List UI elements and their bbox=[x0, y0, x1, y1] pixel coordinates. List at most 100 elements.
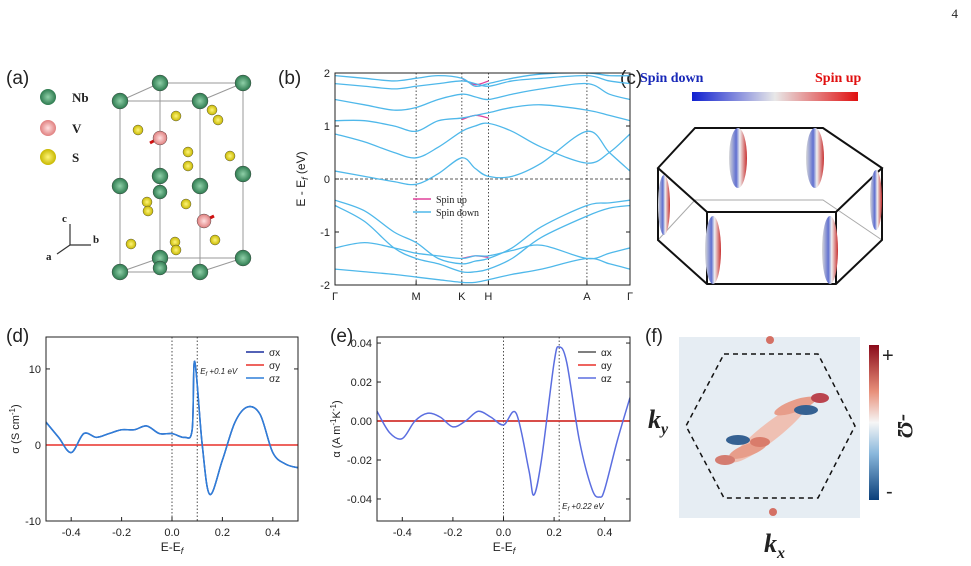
pocket bbox=[806, 128, 824, 188]
label-part: -1 bbox=[329, 403, 338, 411]
hidden-edge bbox=[695, 199, 883, 241]
x-tick-label: Γ bbox=[332, 291, 338, 303]
y-tick-label: 0.04 bbox=[351, 338, 372, 350]
annotation-part: f bbox=[206, 372, 209, 378]
x-tick-label: 0.2 bbox=[546, 527, 561, 539]
atom bbox=[191, 92, 209, 110]
colorbar-label: Spin up bbox=[815, 71, 862, 86]
label-part: f bbox=[513, 546, 517, 556]
page-number: 4 bbox=[952, 6, 959, 21]
label-part: (eV) bbox=[294, 151, 308, 177]
label-part: σ (S cm bbox=[10, 415, 22, 454]
label-part: K bbox=[331, 410, 343, 418]
legend-label: σx bbox=[269, 348, 280, 359]
atom bbox=[111, 263, 129, 281]
atom bbox=[141, 196, 153, 208]
x-tick-label: M bbox=[412, 291, 421, 303]
pocket bbox=[870, 170, 882, 230]
atom bbox=[234, 249, 252, 267]
x-tick-label: K bbox=[458, 291, 466, 303]
legend-label: αz bbox=[601, 374, 612, 385]
series-line bbox=[335, 241, 630, 260]
atom bbox=[212, 114, 224, 126]
heat-region bbox=[715, 455, 735, 465]
series-line bbox=[46, 360, 298, 496]
label-part: E - E bbox=[294, 180, 308, 207]
x-tick-label: -0.2 bbox=[112, 527, 131, 539]
berry-map: + - -Ω kx ky bbox=[648, 336, 918, 562]
y-tick-label: 10 bbox=[29, 364, 41, 376]
y-tick-label: 1 bbox=[324, 121, 330, 133]
x-tick-label: -0.4 bbox=[393, 527, 412, 539]
series-line bbox=[335, 204, 630, 274]
crystal-structure bbox=[119, 82, 244, 273]
plot-frame bbox=[376, 336, 631, 522]
label-part: -1 bbox=[329, 418, 338, 426]
atom bbox=[182, 160, 194, 172]
atom bbox=[224, 150, 236, 162]
series-line bbox=[335, 122, 630, 164]
legend-label: S bbox=[72, 150, 79, 165]
y-tick-label: -0.04 bbox=[347, 494, 372, 506]
label-part: k bbox=[648, 405, 661, 434]
label-part: ) bbox=[10, 404, 22, 408]
heat-region bbox=[794, 405, 818, 415]
x-tick-label: 0.4 bbox=[597, 527, 612, 539]
prism-top bbox=[656, 127, 884, 213]
legend-label: αy bbox=[601, 361, 612, 372]
heat-region bbox=[726, 435, 750, 445]
label-part: E-E bbox=[493, 540, 513, 554]
y-tick-label: 0.00 bbox=[351, 416, 372, 428]
atom bbox=[151, 74, 169, 92]
label-part: α (A m bbox=[331, 426, 343, 458]
atom bbox=[111, 177, 129, 195]
y-tick-label: 0 bbox=[35, 440, 41, 452]
label-part: x bbox=[776, 545, 785, 562]
atom bbox=[234, 165, 252, 183]
x-tick-label: H bbox=[484, 291, 492, 303]
axis-label: a bbox=[46, 251, 52, 263]
annotation-part: +0.1 eV bbox=[207, 367, 238, 376]
atom bbox=[206, 104, 218, 116]
legend-label: Nb bbox=[72, 90, 89, 105]
y-tick-label: 0.02 bbox=[351, 377, 372, 389]
atom bbox=[132, 124, 144, 136]
atoms bbox=[111, 74, 252, 281]
series-line bbox=[335, 73, 630, 88]
panel-label: (a) bbox=[6, 68, 29, 89]
series-line bbox=[335, 199, 630, 265]
plot-frame bbox=[334, 72, 631, 286]
label-part: f bbox=[300, 176, 310, 180]
annotation-part: +0.22 eV bbox=[569, 502, 604, 511]
y-tick-label: -1 bbox=[320, 227, 330, 239]
fermi-surface: Spin down Spin up bbox=[640, 71, 884, 285]
heat-region bbox=[774, 396, 816, 416]
atom bbox=[234, 74, 252, 92]
atom bbox=[152, 260, 168, 276]
y-axis-title: α (A m-1K-1) bbox=[329, 400, 343, 457]
annotation-part: f bbox=[568, 507, 571, 513]
label-part: f bbox=[181, 546, 185, 556]
legend-label: σy bbox=[269, 361, 280, 372]
colorbar-max: + bbox=[882, 345, 894, 367]
y-tick-label: -0.02 bbox=[347, 455, 372, 467]
y-axis-title: E - Ef (eV) bbox=[294, 151, 310, 206]
heat-region bbox=[811, 393, 829, 403]
x-tick-label: 0.0 bbox=[496, 527, 511, 539]
x-axis-title: E-Ef bbox=[161, 540, 185, 556]
panel-label: (d) bbox=[6, 326, 29, 347]
x-tick-label: A bbox=[583, 291, 591, 303]
annotation: Ef +0.1 eV bbox=[200, 367, 238, 378]
x-tick-label: 0.4 bbox=[265, 527, 280, 539]
atom bbox=[191, 177, 209, 195]
label-part: -1 bbox=[8, 407, 17, 415]
atom bbox=[170, 110, 182, 122]
legend-label: σz bbox=[269, 374, 280, 385]
atom bbox=[142, 205, 154, 217]
heat-region bbox=[769, 508, 777, 516]
panel-label: (b) bbox=[278, 68, 301, 89]
chart: -2 -1 0 1 2 Γ M K H A Γ Spin up Spin down bbox=[320, 68, 633, 303]
label-part: ) bbox=[331, 400, 343, 404]
series-line bbox=[335, 104, 630, 133]
